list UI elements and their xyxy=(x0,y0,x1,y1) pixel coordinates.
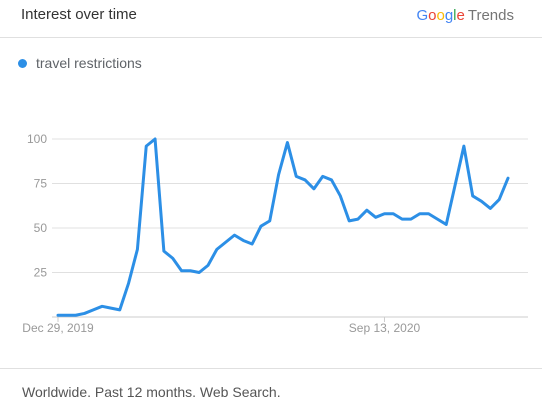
data-point xyxy=(381,211,387,217)
data-point xyxy=(329,177,335,183)
data-point xyxy=(276,172,282,178)
y-tick-label: 25 xyxy=(34,266,48,280)
data-point xyxy=(417,211,423,217)
data-point xyxy=(81,310,87,316)
data-point xyxy=(187,268,193,274)
data-point xyxy=(434,216,440,222)
data-point xyxy=(408,216,414,222)
data-point xyxy=(170,255,176,261)
x-tick-label: Sep 13, 2020 xyxy=(349,321,421,335)
data-point xyxy=(240,237,246,243)
data-point xyxy=(152,136,158,142)
data-point xyxy=(355,216,361,222)
footer-caption: Worldwide. Past 12 months. Web Search. xyxy=(22,384,281,400)
data-point xyxy=(479,198,485,204)
google-trends-logo: Google Trends xyxy=(416,7,514,24)
data-point xyxy=(337,193,343,199)
logo-letter: G xyxy=(416,7,429,24)
data-point xyxy=(73,312,79,318)
data-point xyxy=(196,270,202,276)
data-point xyxy=(108,305,114,311)
data-point xyxy=(364,207,370,213)
data-point xyxy=(346,218,352,224)
data-point xyxy=(320,173,326,179)
data-point xyxy=(223,239,229,245)
legend-dot-icon xyxy=(18,58,27,68)
data-point xyxy=(487,205,493,211)
y-tick-label: 50 xyxy=(34,221,48,235)
logo-letter: g xyxy=(444,7,454,24)
data-point xyxy=(461,143,467,149)
data-point xyxy=(470,193,476,199)
data-point xyxy=(117,307,123,313)
data-point xyxy=(134,246,140,252)
data-point xyxy=(302,177,308,183)
data-point xyxy=(249,241,255,247)
data-point xyxy=(205,262,211,268)
data-point xyxy=(505,175,511,181)
data-point xyxy=(293,173,299,179)
data-point xyxy=(390,211,396,217)
y-tick-label: 75 xyxy=(34,177,48,191)
data-point xyxy=(258,223,264,229)
logo-letter: o xyxy=(436,7,445,24)
data-point xyxy=(231,232,237,238)
logo-product-name: Trends xyxy=(467,7,514,24)
data-point xyxy=(443,221,449,227)
logo-letter: l xyxy=(453,7,457,24)
y-tick-label: 100 xyxy=(27,132,47,146)
chart-legend[interactable]: travel restrictions xyxy=(18,54,142,72)
data-point xyxy=(267,218,273,224)
data-point xyxy=(143,143,149,149)
data-point xyxy=(64,312,70,318)
data-point xyxy=(426,211,432,217)
data-point xyxy=(126,280,132,286)
data-point xyxy=(179,268,185,274)
data-point xyxy=(311,186,317,192)
data-point xyxy=(99,303,105,309)
chart-footer: Worldwide. Past 12 months. Web Search. xyxy=(0,368,542,409)
logo-letter: e xyxy=(456,7,465,24)
data-point xyxy=(214,246,220,252)
data-point xyxy=(284,140,290,146)
data-point xyxy=(161,248,167,254)
logo-letter: o xyxy=(428,7,437,24)
data-point xyxy=(90,307,96,313)
series-line xyxy=(56,137,510,317)
x-tick-label: Dec 29, 2019 xyxy=(22,321,94,335)
data-point xyxy=(452,182,458,188)
data-point xyxy=(496,197,502,203)
chart-header: Interest over time Google Trends xyxy=(0,0,542,38)
data-point xyxy=(373,214,379,220)
line-chart[interactable]: 25 50 75 100 Dec 29, 2019 Sep 13, 2020 xyxy=(0,0,542,368)
data-point xyxy=(399,216,405,222)
data-point xyxy=(55,312,61,318)
legend-label: travel restrictions xyxy=(36,55,142,71)
chart-title: Interest over time xyxy=(21,6,137,23)
